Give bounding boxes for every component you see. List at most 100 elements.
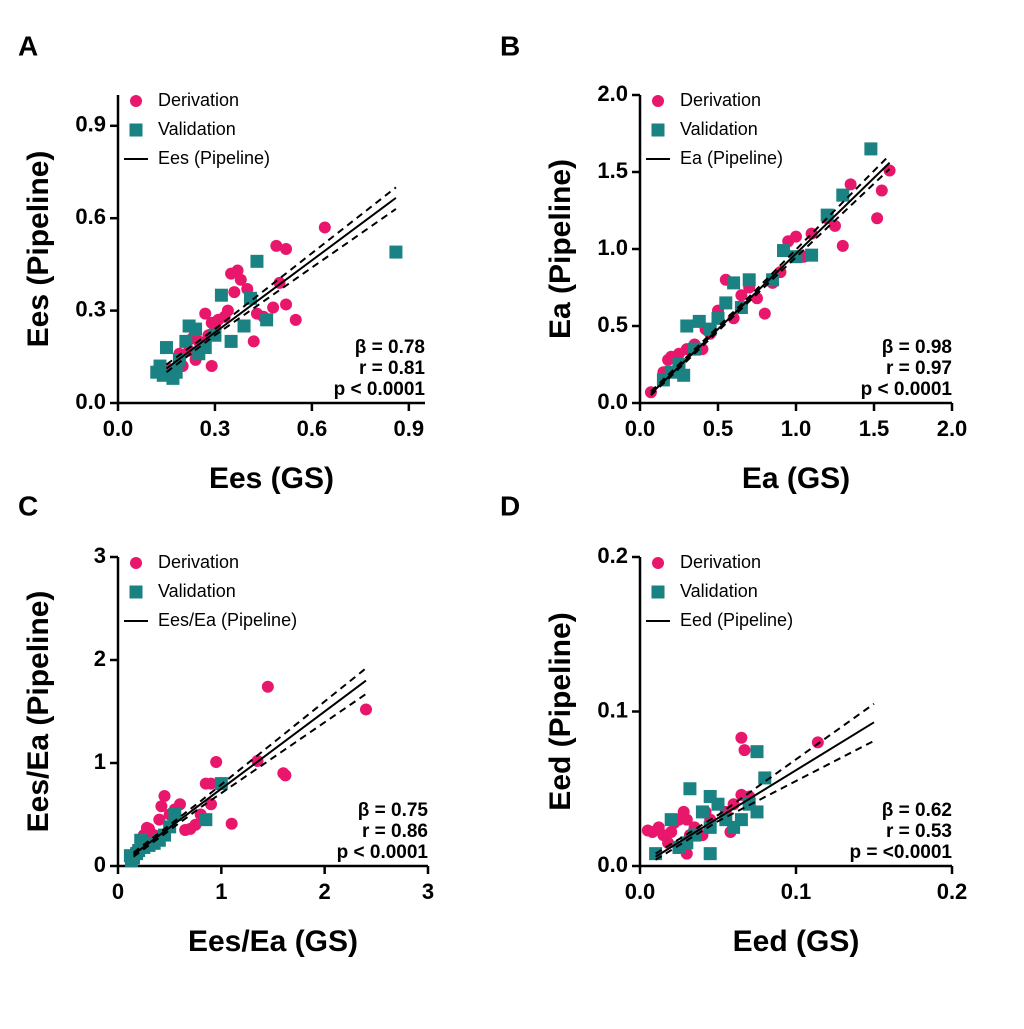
point <box>727 276 741 290</box>
point <box>641 824 654 837</box>
legend-label: Derivation <box>158 552 239 572</box>
point <box>711 311 725 325</box>
point <box>836 188 850 202</box>
point <box>790 230 802 243</box>
legend-marker <box>129 585 143 599</box>
ci-upper <box>165 186 397 366</box>
point <box>243 291 257 305</box>
point <box>735 731 748 744</box>
point <box>150 365 164 379</box>
point <box>205 316 218 329</box>
point <box>677 368 691 382</box>
point <box>158 789 171 802</box>
point <box>124 854 138 868</box>
point <box>182 319 196 333</box>
point <box>360 703 372 716</box>
point <box>864 142 878 156</box>
point <box>205 798 217 811</box>
point <box>871 212 884 225</box>
point <box>224 334 238 348</box>
y-axis-label: Ea (Pipeline) <box>544 159 577 339</box>
fit-line <box>650 162 891 395</box>
point <box>719 296 733 310</box>
point <box>883 164 896 177</box>
point <box>758 771 772 785</box>
point <box>228 286 241 299</box>
legend-label: Derivation <box>680 90 761 110</box>
legend-marker <box>129 123 143 137</box>
y-tick-label: 0.3 <box>75 296 106 321</box>
point <box>179 823 192 836</box>
stat-annotation: p < 0.0001 <box>337 842 429 863</box>
point <box>261 680 274 693</box>
stat-annotation: p = <0.0001 <box>850 842 953 863</box>
legend-label: Eed (Pipeline) <box>680 610 793 630</box>
ci-lower <box>132 693 367 858</box>
point <box>662 353 675 366</box>
point <box>153 813 166 826</box>
y-tick-label: 0.0 <box>597 852 628 877</box>
legend-label: Validation <box>158 581 236 601</box>
x-tick-label: 0.0 <box>625 416 656 441</box>
stat-annotation: r = 0.86 <box>362 821 428 842</box>
legend-label: Validation <box>680 581 758 601</box>
point <box>742 273 756 287</box>
x-tick-label: 0.1 <box>781 879 812 904</box>
point <box>168 808 182 821</box>
point <box>750 745 764 759</box>
stat-annotation: p < 0.0001 <box>861 379 953 400</box>
x-axis-label: Ees (GS) <box>209 462 334 495</box>
legend-marker <box>652 557 664 569</box>
point <box>703 789 717 803</box>
x-tick-label: 1.5 <box>859 416 890 441</box>
point <box>234 273 247 286</box>
y-axis-label: Eed (Pipeline) <box>544 612 577 810</box>
x-tick-label: 0.6 <box>297 416 328 441</box>
legend-marker <box>130 557 142 569</box>
point <box>155 800 168 813</box>
fit-line <box>132 679 367 856</box>
point <box>389 245 403 259</box>
x-tick-label: 0 <box>112 879 124 904</box>
y-tick-label: 0.2 <box>597 543 628 568</box>
x-tick-label: 0.9 <box>394 416 425 441</box>
x-axis-label: Ea (GS) <box>742 462 850 495</box>
point <box>179 334 193 348</box>
point <box>159 341 173 355</box>
legend-label: Ees (Pipeline) <box>158 148 270 168</box>
stat-annotation: p < 0.0001 <box>334 379 426 400</box>
point <box>811 736 824 749</box>
point <box>199 307 212 320</box>
point <box>875 184 888 197</box>
y-tick-label: 1.5 <box>597 158 628 183</box>
legend-marker <box>652 95 664 107</box>
y-axis-label: Ees (Pipeline) <box>22 151 55 348</box>
x-tick-label: 2.0 <box>937 416 968 441</box>
legend-label: Derivation <box>680 552 761 572</box>
x-tick-label: 0.0 <box>103 416 134 441</box>
x-tick-label: 0.2 <box>937 879 968 904</box>
point <box>225 267 238 280</box>
y-tick-label: 0.6 <box>75 204 106 229</box>
legend-marker <box>651 585 665 599</box>
x-tick-label: 0.0 <box>625 879 656 904</box>
point <box>836 239 849 252</box>
legend-marker <box>651 123 665 137</box>
legend-label: Ees/Ea (Pipeline) <box>158 610 297 630</box>
legend-label: Ea (Pipeline) <box>680 148 783 168</box>
point <box>192 347 206 361</box>
point <box>664 813 678 827</box>
ci-upper <box>655 702 875 855</box>
point <box>683 782 697 796</box>
y-tick-label: 2 <box>94 646 106 671</box>
point <box>250 307 263 320</box>
y-tick-label: 0.5 <box>597 312 628 337</box>
ci-lower <box>655 739 875 861</box>
stat-annotation: r = 0.97 <box>886 358 952 379</box>
point <box>225 817 238 830</box>
legend-label: Validation <box>158 119 236 139</box>
point <box>199 777 212 790</box>
ci-lower <box>650 168 891 397</box>
point <box>270 239 283 252</box>
legend-label: Derivation <box>158 90 239 110</box>
